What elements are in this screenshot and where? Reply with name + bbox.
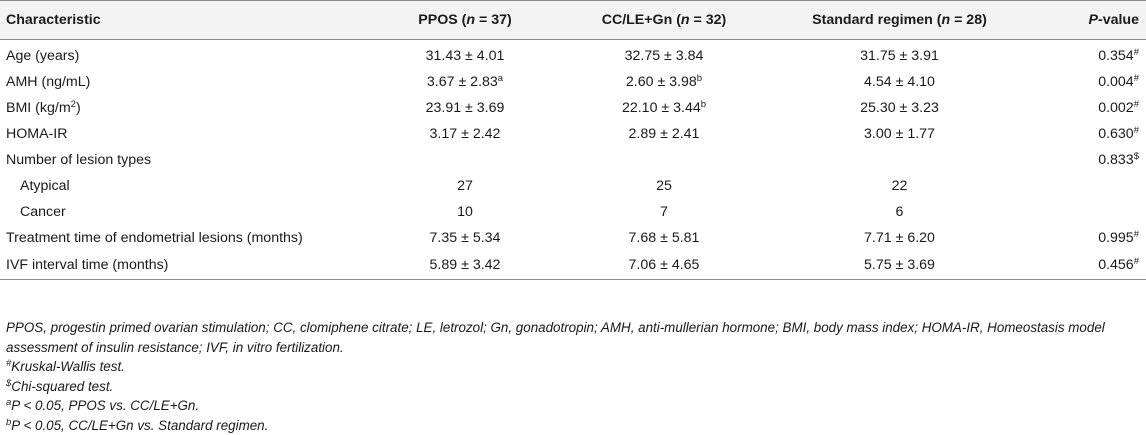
header-cc-le-gn: CC/LE+Gn (n = 32): [565, 1, 763, 40]
cell-ppos: 23.91 ± 3.69: [365, 95, 565, 121]
table-row: Age (years) 31.43 ± 4.01 32.75 ± 3.84 31…: [0, 40, 1146, 70]
table-row: Number of lesion types 0.833$: [0, 147, 1146, 173]
cell-ppos: 3.17 ± 2.42: [365, 121, 565, 147]
cell-cc-le-gn: 7.06 ± 4.65: [565, 251, 763, 280]
cell-ppos: 27: [365, 173, 565, 199]
cell-standard: 22: [763, 173, 1036, 199]
table-row: HOMA-IR 3.17 ± 2.42 2.89 ± 2.41 3.00 ± 1…: [0, 121, 1146, 147]
row-label: Cancer: [0, 199, 365, 225]
cell-p-value: 0.995#: [1036, 225, 1146, 251]
footnote-a: aP < 0.05, PPOS vs. CC/LE+Gn.: [6, 396, 1140, 416]
baseline-characteristics-table: Characteristic PPOS (n = 37) CC/LE+Gn (n…: [0, 0, 1146, 280]
footnote-kruskal-wallis: #Kruskal-Wallis test.: [6, 357, 1140, 377]
cell-standard: 4.54 ± 4.10: [763, 69, 1036, 95]
cell-p-value: 0.456#: [1036, 251, 1146, 280]
cell-p-value: [1036, 199, 1146, 225]
table-row: Cancer 10 7 6: [0, 199, 1146, 225]
cell-cc-le-gn: 7.68 ± 5.81: [565, 225, 763, 251]
cell-ppos: 5.89 ± 3.42: [365, 251, 565, 280]
cell-ppos: 31.43 ± 4.01: [365, 40, 565, 70]
cell-ppos: 10: [365, 199, 565, 225]
row-label: HOMA-IR: [0, 121, 365, 147]
row-label: IVF interval time (months): [0, 251, 365, 280]
cell-ppos: 3.67 ± 2.83a: [365, 69, 565, 95]
cell-cc-le-gn: 7: [565, 199, 763, 225]
table-footnotes: PPOS, progestin primed ovarian stimulati…: [6, 318, 1140, 435]
row-label: Treatment time of endometrial lesions (m…: [0, 225, 365, 251]
footnote-b: bP < 0.05, CC/LE+Gn vs. Standard regimen…: [6, 416, 1140, 435]
cell-cc-le-gn: 2.89 ± 2.41: [565, 121, 763, 147]
cell-p-value: 0.354#: [1036, 40, 1146, 70]
footnote-chi-squared: $Chi-squared test.: [6, 377, 1140, 397]
cell-standard: 6: [763, 199, 1036, 225]
table-row: AMH (ng/mL) 3.67 ± 2.83a 2.60 ± 3.98b 4.…: [0, 69, 1146, 95]
cell-standard: 25.30 ± 3.23: [763, 95, 1036, 121]
table-row: IVF interval time (months) 5.89 ± 3.42 7…: [0, 251, 1146, 280]
row-label: Age (years): [0, 40, 365, 70]
cell-cc-le-gn: [565, 147, 763, 173]
cell-ppos: 7.35 ± 5.34: [365, 225, 565, 251]
cell-cc-le-gn: 22.10 ± 3.44b: [565, 95, 763, 121]
table-row: BMI (kg/m2) 23.91 ± 3.69 22.10 ± 3.44b 2…: [0, 95, 1146, 121]
cell-p-value: 0.833$: [1036, 147, 1146, 173]
cell-p-value: [1036, 173, 1146, 199]
cell-cc-le-gn: 32.75 ± 3.84: [565, 40, 763, 70]
cell-standard: 3.00 ± 1.77: [763, 121, 1036, 147]
header-standard-regimen: Standard regimen (n = 28): [763, 1, 1036, 40]
row-label: AMH (ng/mL): [0, 69, 365, 95]
header-characteristic: Characteristic: [0, 1, 365, 40]
cell-standard: 5.75 ± 3.69: [763, 251, 1036, 280]
cell-cc-le-gn: 2.60 ± 3.98b: [565, 69, 763, 95]
row-label: BMI (kg/m2): [0, 95, 365, 121]
cell-ppos: [365, 147, 565, 173]
header-ppos: PPOS (n = 37): [365, 1, 565, 40]
row-label: Number of lesion types: [0, 147, 365, 173]
table-header-row: Characteristic PPOS (n = 37) CC/LE+Gn (n…: [0, 1, 1146, 40]
table-row: Treatment time of endometrial lesions (m…: [0, 225, 1146, 251]
cell-p-value: 0.630#: [1036, 121, 1146, 147]
cell-cc-le-gn: 25: [565, 173, 763, 199]
row-label: Atypical: [0, 173, 365, 199]
table-row: Atypical 27 25 22: [0, 173, 1146, 199]
cell-standard: 31.75 ± 3.91: [763, 40, 1036, 70]
cell-p-value: 0.002#: [1036, 95, 1146, 121]
cell-p-value: 0.004#: [1036, 69, 1146, 95]
footnote-abbreviations: PPOS, progestin primed ovarian stimulati…: [6, 318, 1140, 357]
header-p-value: P-value: [1036, 1, 1146, 40]
cell-standard: 7.71 ± 6.20: [763, 225, 1036, 251]
cell-standard: [763, 147, 1036, 173]
